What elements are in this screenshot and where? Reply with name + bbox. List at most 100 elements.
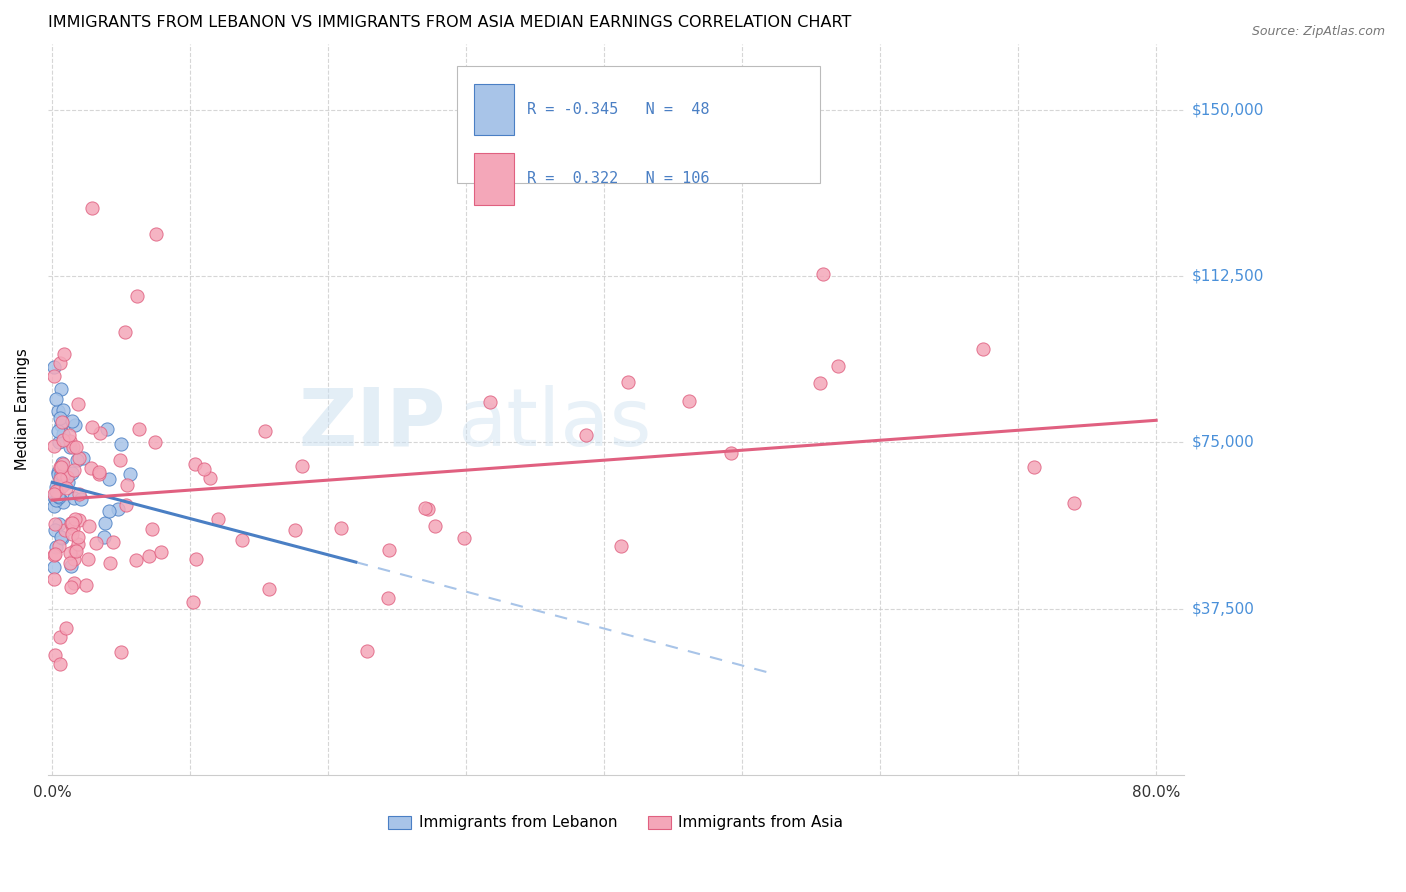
Text: $112,500: $112,500 <box>1192 268 1264 284</box>
Point <box>49 631 72 645</box>
Point <box>52 494 75 508</box>
Point <box>45 493 67 508</box>
Point <box>62 440 84 454</box>
Point <box>42 560 65 574</box>
Point <box>63 552 86 566</box>
Point <box>145 227 167 242</box>
Point <box>44 648 66 662</box>
Point <box>87 465 110 479</box>
Point <box>77 519 100 533</box>
Point <box>145 435 167 450</box>
Point <box>46 404 69 418</box>
Point <box>128 421 150 435</box>
Point <box>51 467 73 481</box>
Point <box>150 545 173 559</box>
Point <box>44 547 66 561</box>
Point <box>44 360 66 375</box>
Point <box>110 644 132 658</box>
Point <box>48 435 70 450</box>
Point <box>378 543 401 558</box>
Point <box>65 544 87 558</box>
Point <box>70 491 93 506</box>
Point <box>44 490 66 504</box>
Point <box>63 512 86 526</box>
Text: R = -0.345   N =  48: R = -0.345 N = 48 <box>527 102 710 117</box>
Point <box>72 451 94 466</box>
Point <box>49 473 72 487</box>
Point <box>416 502 439 516</box>
Point <box>75 578 97 592</box>
Point <box>827 359 849 373</box>
Text: R =  0.322   N = 106: R = 0.322 N = 106 <box>527 171 710 186</box>
Point <box>114 325 136 339</box>
Point <box>52 403 75 417</box>
Text: atlas: atlas <box>457 384 651 463</box>
Point <box>115 499 138 513</box>
Point <box>60 526 83 541</box>
Point <box>63 491 86 505</box>
Text: $37,500: $37,500 <box>1192 601 1256 616</box>
Point <box>49 460 72 475</box>
Point <box>183 457 205 471</box>
Point <box>62 521 84 535</box>
Text: ZIP: ZIP <box>298 384 446 463</box>
Point <box>193 462 215 476</box>
Point <box>51 477 73 491</box>
Point <box>55 523 77 537</box>
Point <box>110 452 132 467</box>
Point <box>330 521 353 535</box>
Point <box>67 487 90 501</box>
Point <box>63 463 86 477</box>
Point <box>80 419 103 434</box>
Point <box>93 530 115 544</box>
Point <box>97 472 120 486</box>
Point <box>45 481 67 495</box>
Point <box>56 469 79 483</box>
Point <box>48 465 70 479</box>
Text: Source: ZipAtlas.com: Source: ZipAtlas.com <box>1251 25 1385 38</box>
Point <box>98 556 121 570</box>
Point <box>46 490 69 504</box>
Point <box>46 424 69 438</box>
Point <box>63 417 86 432</box>
Point <box>42 548 65 562</box>
Point <box>186 552 208 566</box>
Point <box>55 621 77 635</box>
Point <box>415 501 437 516</box>
Legend: Immigrants from Lebanon, Immigrants from Asia: Immigrants from Lebanon, Immigrants from… <box>382 809 849 837</box>
Point <box>138 549 160 563</box>
Point <box>107 502 129 516</box>
Point <box>67 397 90 411</box>
Point <box>125 289 148 303</box>
Point <box>479 395 502 409</box>
Text: $75,000: $75,000 <box>1192 435 1254 450</box>
Point <box>42 487 65 501</box>
Point <box>59 557 82 571</box>
Point <box>103 535 125 549</box>
Point <box>49 530 72 544</box>
Point <box>44 523 66 537</box>
Point <box>67 451 90 466</box>
Point <box>59 580 82 594</box>
Point <box>52 457 75 471</box>
Point <box>49 411 72 425</box>
Point <box>82 201 104 215</box>
Point <box>48 482 70 496</box>
Point <box>257 582 280 596</box>
Y-axis label: Median Earnings: Median Earnings <box>15 349 30 470</box>
Point <box>49 459 72 474</box>
Point <box>51 479 73 493</box>
Point <box>96 422 118 436</box>
Point <box>377 591 399 605</box>
Point <box>60 516 83 530</box>
Point <box>66 537 89 551</box>
Point <box>63 575 86 590</box>
Point <box>972 343 994 357</box>
Point <box>51 415 73 429</box>
Point <box>48 516 70 531</box>
Point <box>48 467 70 481</box>
Point <box>66 530 89 544</box>
Point <box>65 440 87 454</box>
Point <box>198 471 221 485</box>
Point <box>610 539 633 553</box>
